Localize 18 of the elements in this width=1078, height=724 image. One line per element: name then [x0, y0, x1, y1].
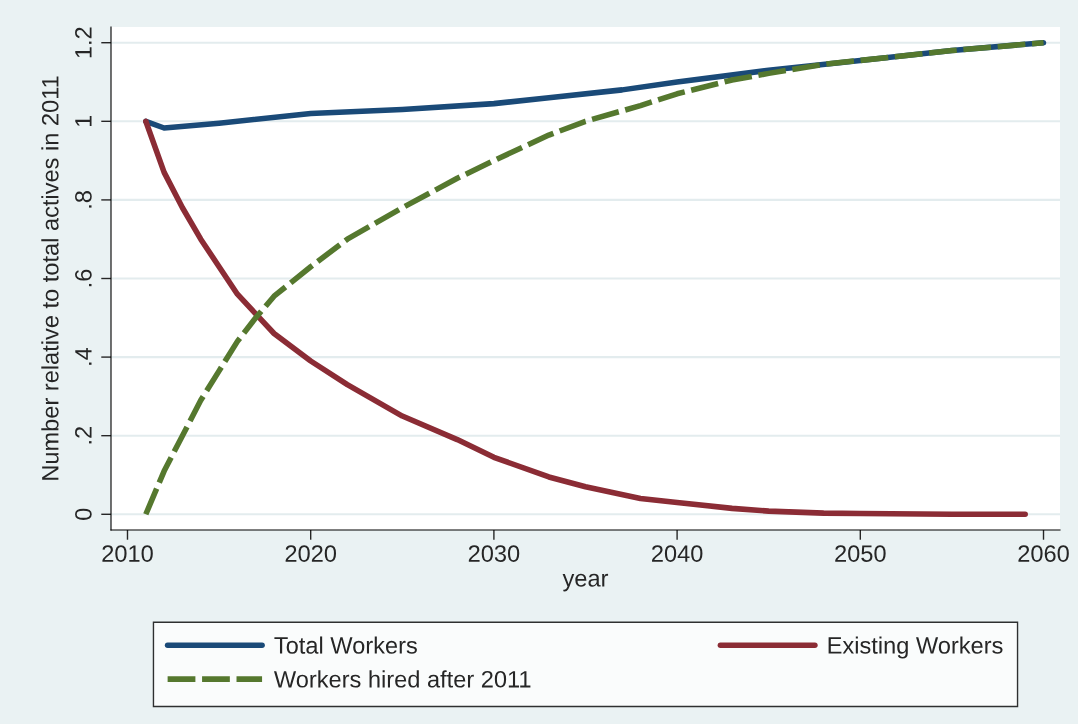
x-axis-title: year — [562, 573, 609, 592]
x-tick-label: 2030 — [468, 545, 520, 562]
x-tick-label: 2020 — [285, 545, 337, 562]
y-tick-label: .2 — [75, 427, 92, 444]
y-tick-label: 1.2 — [75, 27, 92, 58]
y-tick-label: 0 — [75, 508, 92, 520]
y-tick-label: .6 — [75, 269, 92, 287]
legend-label: Total Workers — [274, 636, 417, 654]
x-tick-label: 2050 — [835, 545, 886, 562]
legend-label: Existing Workers — [828, 636, 1003, 659]
y-tick-label: 1 — [75, 115, 92, 127]
y-tick-label: .4 — [75, 347, 92, 365]
legend-label: Workers hired after 2011 — [273, 670, 531, 688]
x-tick-label: 2040 — [652, 545, 703, 562]
y-axis-title: Number relative to total actives in 2011 — [41, 76, 59, 480]
y-tick-label: .8 — [75, 191, 92, 208]
x-tick-label: 2010 — [102, 545, 153, 562]
x-tick-label: 2060 — [1018, 545, 1069, 562]
